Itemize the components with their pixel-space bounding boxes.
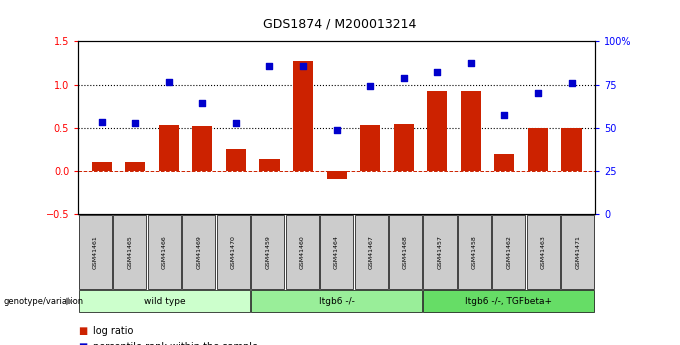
Bar xyxy=(192,126,212,171)
Point xyxy=(532,90,543,96)
Text: percentile rank within the sample: percentile rank within the sample xyxy=(93,342,258,345)
Text: wild type: wild type xyxy=(143,296,185,306)
Bar xyxy=(461,90,481,171)
Bar xyxy=(562,128,581,171)
Text: GSM41457: GSM41457 xyxy=(437,235,443,269)
Text: GSM41460: GSM41460 xyxy=(300,235,305,269)
Point xyxy=(130,120,141,126)
Point xyxy=(499,112,510,117)
Point xyxy=(331,128,342,133)
Bar xyxy=(158,125,179,171)
Point xyxy=(432,69,443,74)
Bar xyxy=(394,124,414,171)
Text: log ratio: log ratio xyxy=(93,326,133,336)
Bar xyxy=(226,149,246,171)
Text: GSM41469: GSM41469 xyxy=(197,235,201,269)
Bar xyxy=(92,162,112,171)
Text: ■: ■ xyxy=(78,342,88,345)
Point xyxy=(163,79,174,85)
Text: GSM41466: GSM41466 xyxy=(162,235,167,269)
Text: ■: ■ xyxy=(78,326,88,336)
Bar xyxy=(494,155,515,171)
Text: ▶: ▶ xyxy=(66,296,74,306)
Point xyxy=(398,75,409,80)
Text: GSM41471: GSM41471 xyxy=(575,235,580,269)
Text: GSM41463: GSM41463 xyxy=(541,235,546,269)
Point xyxy=(231,120,241,126)
Text: GSM41462: GSM41462 xyxy=(507,235,511,269)
Bar xyxy=(326,171,347,179)
Text: genotype/variation: genotype/variation xyxy=(3,296,84,306)
Bar xyxy=(528,128,548,171)
Point xyxy=(298,63,309,68)
Bar xyxy=(427,90,447,171)
Text: GSM41459: GSM41459 xyxy=(265,235,270,269)
Point xyxy=(264,63,275,68)
Text: GSM41465: GSM41465 xyxy=(127,235,133,269)
Point xyxy=(364,83,375,89)
Text: Itgb6 -/-: Itgb6 -/- xyxy=(319,296,354,306)
Bar xyxy=(293,61,313,171)
Text: GDS1874 / M200013214: GDS1874 / M200013214 xyxy=(263,17,417,30)
Bar xyxy=(259,159,279,171)
Text: GSM41467: GSM41467 xyxy=(369,235,373,269)
Text: GSM41464: GSM41464 xyxy=(334,235,339,269)
Point xyxy=(465,60,476,66)
Bar xyxy=(125,162,146,171)
Text: GSM41470: GSM41470 xyxy=(231,235,236,269)
Text: GSM41468: GSM41468 xyxy=(403,235,408,269)
Bar xyxy=(360,125,380,171)
Text: Itgb6 -/-, TGFbeta+: Itgb6 -/-, TGFbeta+ xyxy=(465,296,552,306)
Text: GSM41458: GSM41458 xyxy=(472,235,477,269)
Point xyxy=(97,119,107,125)
Point xyxy=(566,80,577,86)
Text: GSM41461: GSM41461 xyxy=(93,235,98,269)
Point xyxy=(197,101,208,106)
